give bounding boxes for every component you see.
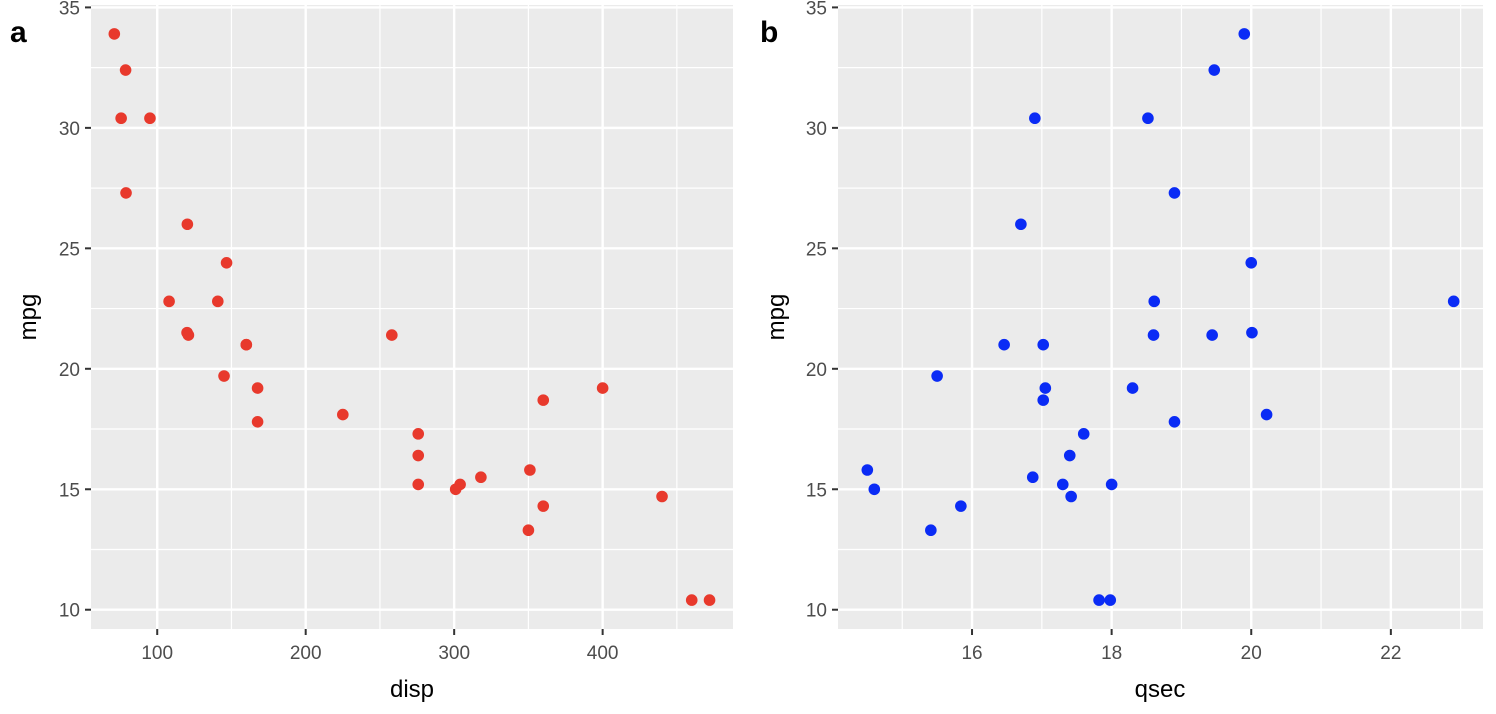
data-point [181,218,194,231]
data-point [251,416,264,428]
y-tick-label: 20 [59,360,80,381]
data-point [1104,594,1117,606]
data-point [861,464,874,476]
data-point [1105,478,1118,491]
panel-tag: a [10,16,27,49]
y-tick-label: 15 [59,480,80,501]
data-point [163,295,175,308]
axis-ticks: 100 200 300 400 10 15 20 25 30 35 [59,0,619,664]
data-points [861,28,1460,606]
x-tick-label: 16 [961,643,982,664]
data-point [251,382,264,394]
y-tick-label: 35 [59,0,80,19]
data-point [120,187,132,199]
data-point [1037,394,1050,406]
data-point [522,524,535,537]
data-point [1126,382,1139,394]
y-tick-label: 35 [806,0,827,19]
data-point [412,428,425,440]
panel-b: b 16 18 20 22 10 15 20 25 30 35 qsec mpg [760,0,1483,703]
x-tick-label: 400 [587,643,619,664]
plot-background [838,5,1483,629]
data-point [240,338,253,351]
data-point [1447,295,1460,308]
x-tick-label: 200 [290,643,322,664]
y-tick-label: 10 [806,601,827,622]
data-point [656,490,668,503]
x-tick-label: 300 [438,643,470,664]
data-point [412,478,425,491]
data-point [218,370,230,382]
x-tick-label: 20 [1241,643,1262,664]
data-point [596,382,609,394]
y-tick-label: 15 [806,480,827,501]
data-point [868,483,881,496]
y-tick-label: 10 [59,601,80,622]
y-tick-label: 25 [59,239,80,260]
data-point [1056,478,1069,491]
x-axis-title: disp [390,676,434,703]
data-point [1077,428,1090,440]
plot-background [91,5,733,629]
data-point [412,449,425,462]
y-tick-label: 25 [806,239,827,260]
grid [91,5,733,629]
data-point [1260,408,1273,421]
data-point [925,524,937,537]
data-point [1037,338,1050,351]
panel-a: a 100 200 300 400 10 15 20 25 30 35 disp mpg [10,0,733,703]
data-point [220,256,233,269]
data-point [1093,594,1105,606]
data-point [1206,329,1218,341]
panel-tag: b [760,16,778,49]
data-point [115,112,127,125]
data-point [703,594,716,606]
data-point [1029,112,1041,125]
data-point [685,594,698,606]
data-point [1065,490,1077,503]
y-axis-title: mpg [15,294,42,341]
data-point [1039,382,1052,394]
data-points [108,28,716,606]
data-point [475,471,487,484]
data-point [119,64,132,76]
data-point [1147,329,1160,341]
x-tick-label: 18 [1101,643,1122,664]
data-point [1208,64,1221,76]
data-point [1148,295,1161,308]
x-axis-title: qsec [1135,676,1186,703]
data-point [337,408,349,421]
data-point [1063,449,1076,462]
x-tick-label: 100 [141,643,173,664]
data-point [1026,471,1039,484]
data-point [955,500,967,512]
data-point [1246,326,1258,339]
data-point [998,338,1010,351]
data-point [386,329,398,341]
data-point [1142,112,1154,125]
data-point [537,500,550,512]
data-point [211,295,224,308]
data-point [1168,187,1181,199]
axis-ticks: 16 18 20 22 10 15 20 25 30 35 [806,0,1402,664]
data-point [1168,416,1181,428]
y-tick-label: 20 [806,360,827,381]
data-point [1015,218,1027,231]
grid [838,5,1483,629]
data-point [931,370,943,382]
data-point [537,394,550,406]
data-point [524,464,536,476]
data-point [182,329,195,341]
data-point [1245,256,1258,269]
data-point [1238,28,1251,40]
x-tick-label: 22 [1380,643,1401,664]
data-point [449,483,462,496]
y-tick-label: 30 [806,119,827,140]
y-tick-label: 30 [59,119,80,140]
y-axis-title: mpg [763,294,790,341]
data-point [108,28,121,40]
data-point [144,112,156,125]
